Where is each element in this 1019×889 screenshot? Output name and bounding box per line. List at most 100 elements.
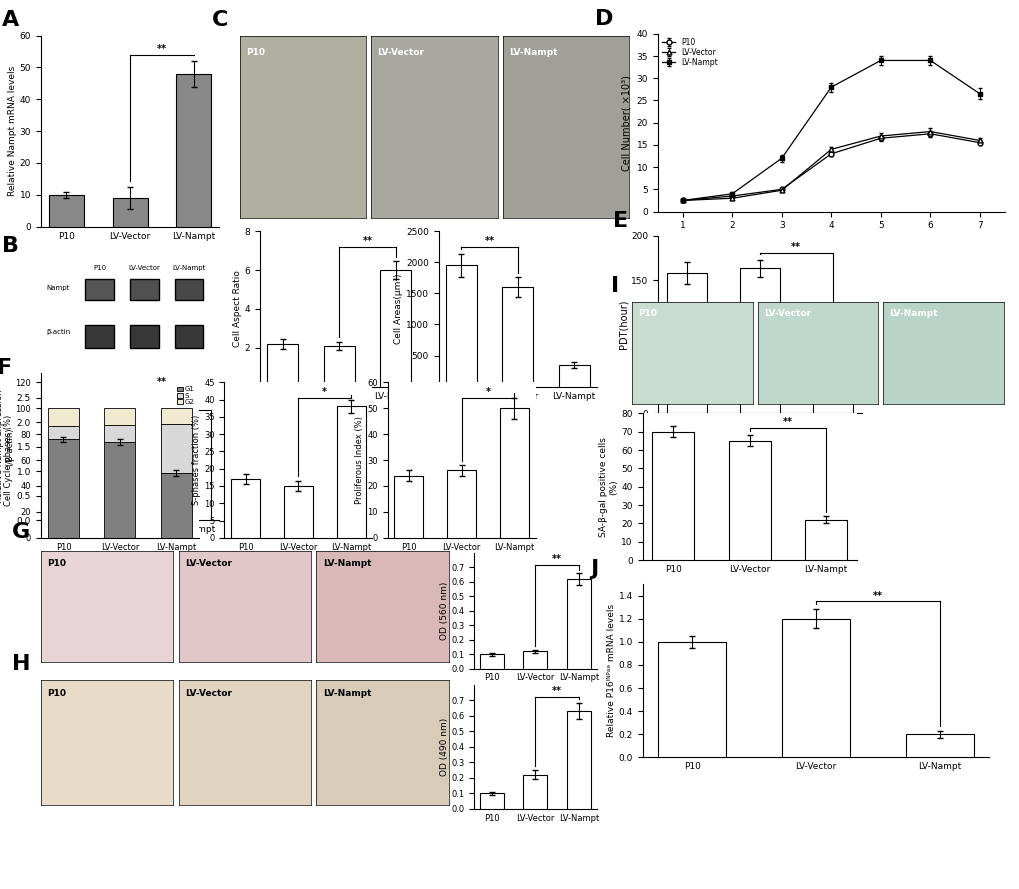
Text: **: ** [783,417,792,428]
Y-axis label: Cell Cycle phases (%): Cell Cycle phases (%) [3,414,12,506]
FancyBboxPatch shape [174,325,203,348]
Text: **: ** [872,590,882,601]
Text: I: I [610,276,619,296]
Text: P10: P10 [48,559,66,568]
Text: Nampt: Nampt [46,284,69,291]
Text: LV-Nampt: LV-Nampt [508,48,557,57]
Bar [176,410,211,520]
Bar [48,427,78,439]
Text: D: D [595,9,613,28]
Y-axis label: SA-β-gal positive cells
(%): SA-β-gal positive cells (%) [598,436,618,537]
Bar [558,364,589,387]
Text: A: A [1,10,18,30]
Text: **: ** [157,44,167,53]
Bar [567,711,591,809]
Text: E: E [612,211,628,230]
Bar [739,268,780,413]
Text: J: J [590,559,598,580]
Bar [49,471,84,520]
Bar [523,651,547,669]
Bar [48,439,78,538]
Legend: G1, S, G2: G1, S, G2 [176,386,196,405]
Bar [657,642,726,757]
Y-axis label: Cell Number( ×10³): Cell Number( ×10³) [621,75,631,171]
Text: β-actin: β-actin [46,330,70,335]
FancyBboxPatch shape [174,279,203,300]
Y-axis label: Cell Aspect Ratio: Cell Aspect Ratio [232,270,242,348]
Text: LV-Nampt: LV-Nampt [172,265,206,271]
Bar [782,619,849,757]
Y-axis label: Relative Nampt mRNA levels: Relative Nampt mRNA levels [8,66,16,196]
Bar [567,579,591,669]
Text: P10: P10 [638,309,657,318]
Text: LV-Nampt: LV-Nampt [889,309,936,318]
Y-axis label: PDT(hour): PDT(hour) [618,300,628,349]
FancyBboxPatch shape [86,279,114,300]
Bar [161,408,192,424]
Bar [804,520,846,560]
Bar [283,486,313,538]
Bar [231,479,260,538]
Bar [652,432,694,560]
Text: **: ** [362,236,372,246]
Bar [336,406,365,538]
Bar [666,273,706,413]
Text: P10: P10 [93,265,106,271]
Text: *: * [322,387,327,397]
Bar [104,408,136,425]
Bar [49,195,84,227]
Text: LV-Vector: LV-Vector [763,309,810,318]
Text: LV-Nampt: LV-Nampt [323,689,371,698]
Y-axis label: Proliferous Index (%): Proliferous Index (%) [356,416,364,504]
Bar [48,408,78,427]
Bar [104,442,136,538]
Bar [479,793,503,809]
Y-axis label: Relative P16ᴵᴺᴾᵃᵃ mRNA levels: Relative P16ᴵᴺᴾᵃᵃ mRNA levels [606,605,615,737]
Text: *: * [485,387,490,397]
Text: **: ** [551,554,561,564]
Bar [905,734,973,757]
Bar [104,425,136,442]
Y-axis label: Cell Areas(μm²): Cell Areas(μm²) [393,274,403,344]
Bar [176,74,211,227]
Bar [728,441,770,560]
Y-axis label: S-phases fraction (%): S-phases fraction (%) [193,415,201,505]
Bar [812,358,852,413]
Bar [479,654,503,669]
Text: **: ** [157,377,167,388]
Bar [161,424,192,473]
Bar [267,344,298,387]
Y-axis label: OD (490 nm): OD (490 nm) [439,717,448,776]
Text: LV-Vector: LV-Vector [377,48,424,57]
Text: LV-Nampt: LV-Nampt [323,559,371,568]
Text: LV-Vector: LV-Vector [128,265,160,271]
Text: **: ** [484,236,494,246]
FancyBboxPatch shape [130,325,159,348]
Y-axis label: OD (560 nm): OD (560 nm) [439,581,448,640]
Text: LV-Vector: LV-Vector [185,559,232,568]
Text: B: B [1,236,18,256]
Bar [523,774,547,809]
X-axis label: Time (day): Time (day) [804,236,857,246]
Bar [446,470,476,538]
Text: LV-Vector: LV-Vector [185,689,232,698]
Bar [501,287,533,387]
FancyBboxPatch shape [130,279,159,300]
Text: P10: P10 [246,48,265,57]
Bar [499,408,528,538]
Text: C: C [212,11,228,30]
Text: **: ** [791,243,801,252]
Bar [445,265,476,387]
Bar [112,475,148,520]
FancyBboxPatch shape [86,325,114,348]
Text: **: ** [551,686,561,696]
Text: G: G [11,522,30,541]
Bar [323,346,355,387]
Bar [161,473,192,538]
Bar [112,198,148,227]
Bar [380,270,411,387]
Bar [394,476,423,538]
Text: F: F [0,358,11,379]
Text: H: H [11,654,31,674]
Text: P10: P10 [48,689,66,698]
